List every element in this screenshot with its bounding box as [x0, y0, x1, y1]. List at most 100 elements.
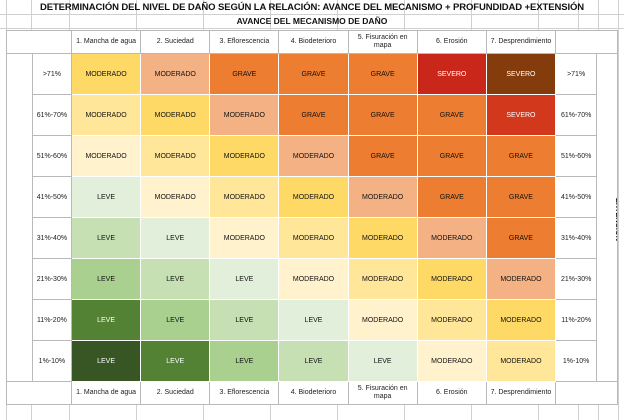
row-label-right: 41%-50% — [554, 176, 598, 218]
row-label-right: 21%-30% — [554, 258, 598, 300]
column-top-corner — [5, 30, 73, 54]
damage-level-cell: GRAVE — [416, 135, 487, 177]
row-label-left: 11%-20% — [31, 299, 73, 341]
damage-level-cell: MODERADO — [278, 135, 349, 177]
damage-level-cell: MODERADO — [278, 217, 349, 259]
damage-level-cell: MODERADO — [209, 217, 280, 259]
column-bottom-header-3: 3. Eflorescencia — [209, 381, 280, 405]
matrix-row: PROFUNDIDAD >71% MODERADO MODERADO GRAVE GRAV… — [6, 53, 618, 382]
damage-matrix: 1. Mancha de agua 2. Suciedad 3. Efloresce… — [5, 30, 618, 405]
damage-level-cell: GRAVE — [347, 53, 418, 95]
damage-level-cell: MODERADO — [209, 176, 280, 218]
damage-level-cell: MODERADO — [347, 258, 418, 300]
column-bottom-corner — [5, 381, 73, 405]
damage-level-cell: MODERADO — [209, 135, 280, 177]
row-label-right: 1%-10% — [554, 340, 598, 382]
damage-level-cell: LEVE — [209, 258, 280, 300]
column-top-corner-right — [555, 30, 618, 54]
damage-level-cell: MODERADO — [416, 299, 487, 341]
damage-level-cell: MODERADO — [209, 94, 280, 136]
matrix-row: 51%-60% MODERADO MODERADO MODERADO MODERADO G… — [7, 135, 618, 177]
damage-level-cell: LEVE — [140, 258, 211, 300]
damage-level-cell: MODERADO — [485, 299, 557, 341]
row-label-left: 61%-70% — [31, 94, 73, 136]
left-axis-cell: PROFUNDIDAD — [6, 53, 33, 382]
column-top-header-7: 7. Desprendimiento — [485, 30, 557, 54]
row-label-right: 31%-40% — [554, 217, 598, 259]
damage-level-cell: LEVE — [278, 340, 349, 382]
matrix-row: 61%-70% MODERADO MODERADO MODERADO GRAVE GRAV… — [7, 94, 618, 136]
damage-level-cell: MODERADO — [140, 176, 211, 218]
damage-level-cell: GRAVE — [209, 53, 280, 95]
matrix-row: 11%-20% LEVE LEVE LEVE LEVE MODERADO MODERADO M… — [7, 299, 618, 341]
damage-level-cell: MODERADO — [278, 258, 349, 300]
damage-level-cell: LEVE — [347, 340, 418, 382]
column-header-row-top: 1. Mancha de agua 2. Suciedad 3. Efloresce… — [5, 30, 618, 54]
damage-level-cell: MODERADO — [347, 176, 418, 218]
matrix-row: 21%-30% LEVE LEVE LEVE MODERADO MODERADO MODER… — [7, 258, 618, 300]
matrix-row: 1%-10% LEVE LEVE LEVE LEVE LEVE MODERADO MODERA… — [7, 340, 618, 382]
damage-level-cell: LEVE — [140, 299, 211, 341]
damage-level-cell: SEVERO — [485, 94, 557, 136]
right-axis-label: EXTENSIÓN — [614, 197, 618, 241]
matrix-row: 41%-50% LEVE MODERADO MODERADO MODERADO MODER… — [7, 176, 618, 218]
row-label-left: 41%-50% — [31, 176, 73, 218]
right-axis-cell: EXTENSIÓN — [596, 53, 618, 382]
damage-level-cell: GRAVE — [485, 176, 557, 218]
row-label-left: 21%-30% — [31, 258, 73, 300]
row-label-right: >71% — [554, 53, 598, 95]
damage-level-cell: MODERADO — [347, 217, 418, 259]
damage-level-cell: LEVE — [278, 299, 349, 341]
damage-level-cell: MODERADO — [416, 340, 487, 382]
damage-level-cell: LEVE — [140, 340, 211, 382]
damage-level-cell: GRAVE — [416, 94, 487, 136]
page-title: DETERMINACIÓN DEL NIVEL DE DAÑO SEGÚN LA… — [39, 2, 585, 13]
damage-level-cell: LEVE — [140, 217, 211, 259]
row-label-right: 11%-20% — [554, 299, 598, 341]
column-top-header-5: 5. Fisuración en mapa — [347, 30, 418, 54]
column-top-header-2: 2. Suciedad — [140, 30, 211, 54]
column-top-header-1: 1. Mancha de agua — [71, 30, 142, 54]
gridline-vertical — [618, 0, 619, 420]
column-bottom-corner-right — [555, 381, 618, 405]
column-bottom-header-4: 4. Biodeterioro — [278, 381, 349, 405]
damage-level-cell: SEVERO — [485, 53, 557, 95]
column-bottom-header-7: 7. Desprendimiento — [485, 381, 557, 405]
damage-level-cell: MODERADO — [485, 340, 557, 382]
damage-level-cell: GRAVE — [347, 135, 418, 177]
damage-level-cell: LEVE — [209, 299, 280, 341]
damage-level-cell: LEVE — [71, 176, 142, 218]
gridline-horizontal — [0, 28, 624, 29]
column-bottom-header-2: 2. Suciedad — [140, 381, 211, 405]
damage-level-cell: LEVE — [71, 299, 142, 341]
damage-level-cell: MODERADO — [416, 258, 487, 300]
column-top-header-6: 6. Erosión — [416, 30, 487, 54]
column-top-header-3: 3. Eflorescencia — [209, 30, 280, 54]
damage-level-cell: SEVERO — [416, 53, 487, 95]
row-label-left: >71% — [31, 53, 73, 95]
damage-level-cell: MODERADO — [71, 94, 142, 136]
column-header-row-bottom: 1. Mancha de agua 2. Suciedad 3. Efloresce… — [5, 381, 618, 405]
damage-level-cell: GRAVE — [278, 94, 349, 136]
row-label-right: 51%-60% — [554, 135, 598, 177]
damage-level-cell: MODERADO — [140, 53, 211, 95]
row-label-left: 31%-40% — [31, 217, 73, 259]
column-bottom-header-6: 6. Erosión — [416, 381, 487, 405]
damage-level-cell: MODERADO — [278, 176, 349, 218]
row-label-left: 51%-60% — [31, 135, 73, 177]
damage-level-cell: GRAVE — [416, 176, 487, 218]
damage-level-cell: MODERADO — [140, 94, 211, 136]
damage-level-cell: MODERADO — [416, 217, 487, 259]
damage-level-cell: MODERADO — [71, 135, 142, 177]
damage-level-cell: GRAVE — [485, 135, 557, 177]
damage-level-cell: LEVE — [71, 258, 142, 300]
damage-level-cell: GRAVE — [347, 94, 418, 136]
damage-level-cell: LEVE — [71, 217, 142, 259]
column-axis-title: AVANCE DEL MECANISMO DE DAÑO — [236, 16, 388, 26]
column-top-header-4: 4. Biodeterioro — [278, 30, 349, 54]
row-label-right: 61%-70% — [554, 94, 598, 136]
gridline-horizontal — [0, 14, 624, 15]
damage-level-cell: GRAVE — [278, 53, 349, 95]
damage-level-cell: MODERADO — [71, 53, 142, 95]
